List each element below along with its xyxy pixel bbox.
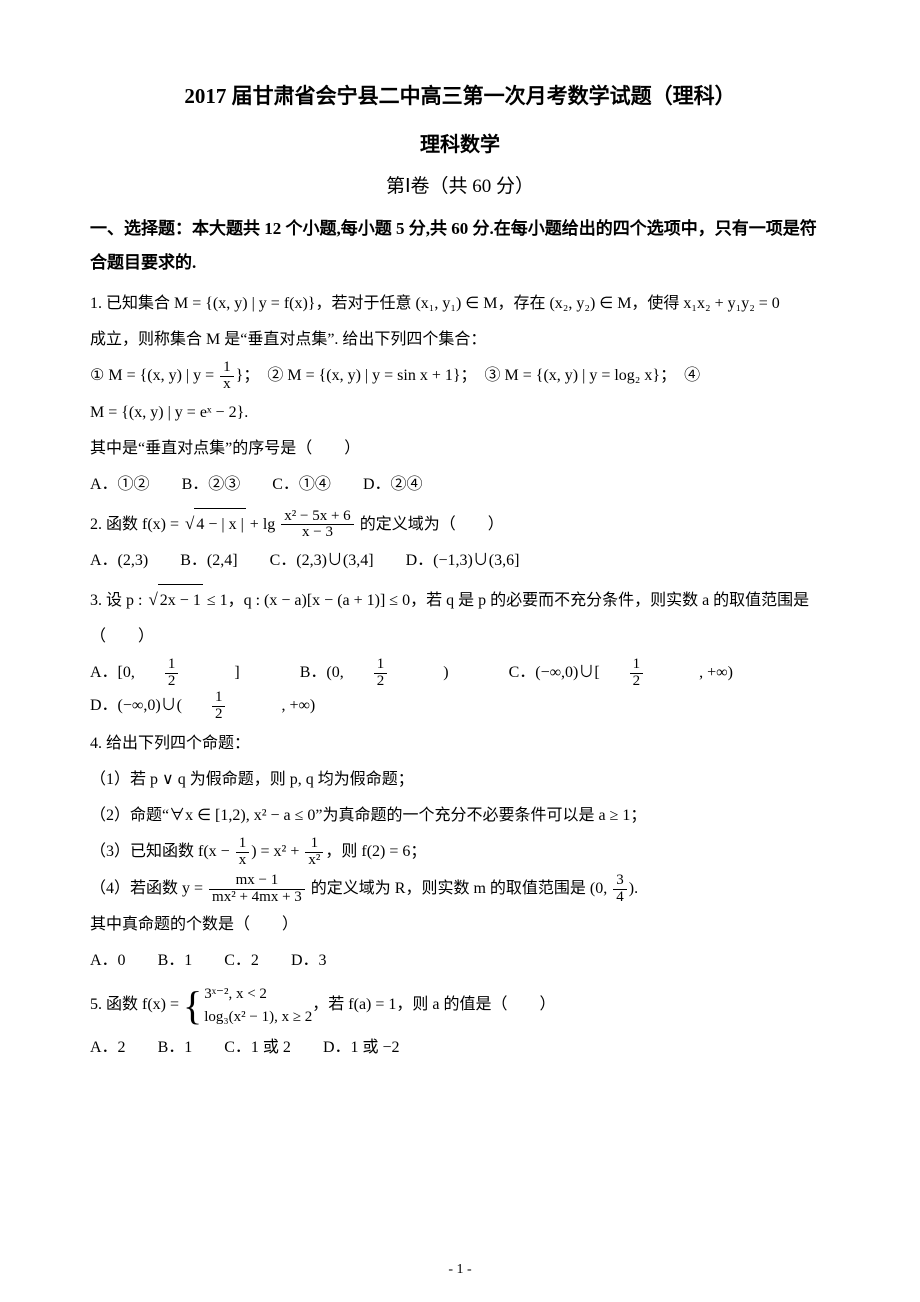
q1-sets: ① M = {(x, y) | y = 1x}； ② M = {(x, y) |…	[90, 360, 830, 393]
q4-s4-frac: mx − 1mx² + 4mx + 3	[209, 873, 305, 906]
q1-set2: ② M = {(x, y) | y = sin x + 1}；	[267, 367, 476, 384]
q4-s3: （3）已知函数 f(x − 1x) = x² + 1x²，则 f(2) = 6；	[90, 836, 830, 869]
q4-optC: C．2	[224, 945, 259, 977]
q5-options: A．2 B．1 C．1 或 2 D．1 或 −2	[90, 1032, 830, 1064]
q3-pre: 3. 设 p :	[90, 592, 146, 609]
q5-line: 5. 函数 f(x) = { 3ˣ⁻², x < 2 log₃(x² − 1),…	[90, 983, 830, 1028]
q1-set1-post: }；	[236, 367, 260, 384]
q2-sqrt: 4 − | x |	[183, 507, 246, 541]
q1-set3: ③ M = {(x, y) | y = log₂ x}；	[485, 367, 677, 384]
q4-s4-frac2: 34	[613, 873, 627, 906]
q2-optB: B．(2,4]	[180, 545, 237, 577]
q2-optD: D．(−1,3)∪(3,6]	[406, 545, 520, 577]
exam-page: 2017 届甘肃省会宁县二中高三第一次月考数学试题（理科） 理科数学 第Ⅰ卷（共…	[0, 0, 920, 1302]
q2-pre: 2. 函数 f(x) =	[90, 516, 183, 533]
q2-optA: A．(2,3)	[90, 545, 148, 577]
q5-optC: C．1 或 2	[224, 1032, 291, 1064]
q3-optB: B．(0, 12)	[300, 657, 477, 690]
q2-optC: C．(2,3)∪(3,4]	[270, 545, 374, 577]
q3-optA: A．[0, 12]	[90, 657, 268, 690]
q1-set4-label: ④	[684, 367, 700, 384]
q2-frac: x² − 5x + 6x − 3	[281, 509, 353, 542]
q4-s2: （2）命题“∀x ∈ [1,2), x² − a ≤ 0”为真命题的一个充分不必…	[90, 800, 830, 832]
q1-optB: B．②③	[182, 469, 241, 501]
half-frac: 12	[212, 690, 254, 723]
q4-ask: 其中真命题的个数是（ ）	[90, 909, 830, 941]
q1-optC: C．①④	[272, 469, 331, 501]
q3-paren: （ ）	[90, 621, 830, 653]
q1-ask: 其中是“垂直对点集”的序号是（ ）	[90, 433, 830, 465]
q5-pre: 5. 函数 f(x) =	[90, 997, 183, 1014]
q5-optD: D．1 或 −2	[323, 1032, 400, 1064]
q4-s1: （1）若 p ∨ q 为假命题，则 p, q 均为假命题；	[90, 764, 830, 796]
q1-set1-pre: ① M = {(x, y) | y =	[90, 367, 218, 384]
q3-optC: C．(−∞,0)∪[12, +∞)	[509, 657, 761, 690]
q1-optA: A．①②	[90, 469, 150, 501]
q4-s4: （4）若函数 y = mx − 1mx² + 4mx + 3 的定义域为 R，则…	[90, 873, 830, 906]
q3-sqrt: 2x − 1	[146, 583, 202, 617]
q1-line2: 成立，则称集合 M 是“垂直对点集”. 给出下列四个集合：	[90, 324, 830, 356]
q5-piecewise: 3ˣ⁻², x < 2 log₃(x² − 1), x ≥ 2	[204, 983, 312, 1028]
section-heading: 一、选择题：本大题共 12 个小题,每小题 5 分,共 60 分.在每小题给出的…	[90, 212, 830, 280]
left-brace-icon: {	[183, 988, 202, 1024]
q4-head: 4. 给出下列四个命题：	[90, 728, 830, 760]
page-number: - 1 -	[0, 1262, 920, 1278]
q1-options: A．①② B．②③ C．①④ D．②④	[90, 469, 830, 501]
q5-post: ，若 f(a) = 1，则 a 的值是（ ）	[312, 997, 555, 1014]
q3-options: A．[0, 12] B．(0, 12) C．(−∞,0)∪[12, +∞) D．…	[90, 657, 830, 722]
q2-mid: + lg	[246, 516, 279, 533]
q4-optB: B．1	[158, 945, 193, 977]
q5-optA: A．2	[90, 1032, 126, 1064]
title-main: 2017 届甘肃省会宁县二中高三第一次月考数学试题（理科）	[90, 80, 830, 110]
half-frac: 12	[165, 657, 207, 690]
q4-optD: D．3	[291, 945, 327, 977]
q5-optB: B．1	[158, 1032, 193, 1064]
q3-post: ≤ 1，q : (x − a)[x − (a + 1)] ≤ 0，若 q 是 p…	[203, 592, 809, 609]
title-part: 第Ⅰ卷（共 60 分）	[90, 171, 830, 198]
q2-line: 2. 函数 f(x) = 4 − | x | + lg x² − 5x + 6x…	[90, 507, 830, 542]
q2-options: A．(2,3) B．(2,4] C．(2,3)∪(3,4] D．(−1,3)∪(…	[90, 545, 830, 577]
half-frac: 12	[374, 657, 416, 690]
q3-line: 3. 设 p : 2x − 1 ≤ 1，q : (x − a)[x − (a +…	[90, 583, 830, 617]
q4-optA: A．0	[90, 945, 126, 977]
q4-s3-frac2: 1x²	[305, 836, 323, 869]
q4-s3-frac1: 1x	[236, 836, 250, 869]
q2-post: 的定义域为（ ）	[356, 516, 504, 533]
q3-optD: D．(−∞,0)∪(12, +∞)	[90, 690, 343, 723]
q1-line1: 1. 已知集合 M = {(x, y) | y = f(x)}，若对于任意 (x…	[90, 288, 830, 320]
title-sub: 理科数学	[90, 128, 830, 157]
q1-set4: M = {(x, y) | y = eˣ − 2}.	[90, 397, 830, 429]
half-frac: 12	[630, 657, 672, 690]
q1-set1-frac: 1x	[220, 360, 234, 393]
q4-options: A．0 B．1 C．2 D．3	[90, 945, 830, 977]
q1-optD: D．②④	[363, 469, 423, 501]
